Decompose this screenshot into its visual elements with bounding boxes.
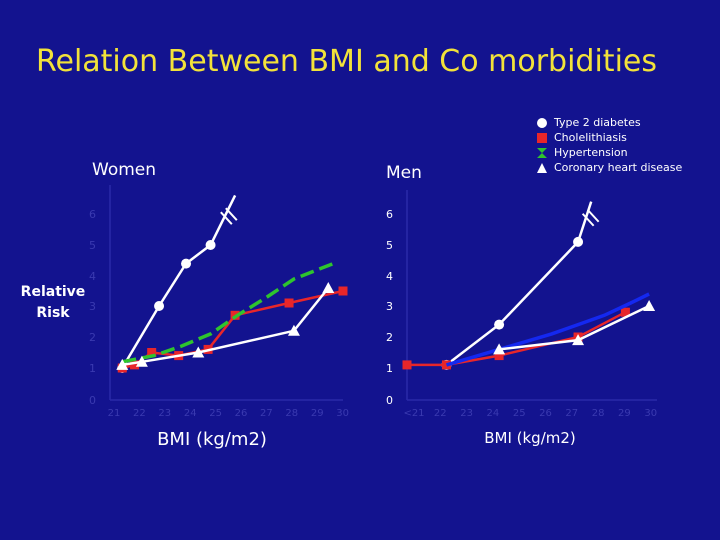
men-y-tick-label: 1 xyxy=(386,362,393,375)
women-data-point xyxy=(181,258,192,269)
women-series-type-2-diabetes xyxy=(117,194,237,373)
men-chart-title: Men xyxy=(386,163,422,183)
men-x-tick-label: 29 xyxy=(618,408,631,419)
women-x-tick-label: 29 xyxy=(311,408,324,419)
men-y-tick-label: 6 xyxy=(386,208,393,221)
men-data-point xyxy=(572,334,585,346)
triangle-marker-icon xyxy=(537,162,547,173)
men-axis-break-stroke xyxy=(581,213,595,227)
women-x-tick-label: 30 xyxy=(336,408,349,419)
women-chart-title: Women xyxy=(92,160,156,180)
men-data-point xyxy=(620,307,630,317)
women-y-tick-label: 5 xyxy=(89,239,96,252)
men-data-point xyxy=(441,360,451,370)
women-y-tick-label: 1 xyxy=(89,362,96,375)
men-data-point xyxy=(494,351,504,361)
women-series-coronary-heart-disease xyxy=(116,282,335,370)
men-x-tick-label: 22 xyxy=(434,408,447,419)
women-data-point xyxy=(322,282,335,293)
page-title: Relation Between BMI and Co morbidities xyxy=(36,44,657,79)
men-x-tick-label: 30 xyxy=(644,408,657,419)
men-series-coronary-heart-disease xyxy=(493,300,656,355)
women-data-point xyxy=(284,298,294,308)
men-x-tick-label: 24 xyxy=(487,408,500,419)
men-x-tick-label: 26 xyxy=(539,408,552,419)
men-x-tick-label: 23 xyxy=(460,408,473,419)
women-data-point xyxy=(147,348,157,357)
women-series-hypertension xyxy=(121,261,334,364)
women-axis-break-stroke xyxy=(220,211,233,225)
women-x-tick-label: 28 xyxy=(285,408,298,419)
women-data-point xyxy=(192,346,205,358)
men-x-tick-label: 25 xyxy=(513,408,526,419)
men-y-tick-label: 5 xyxy=(386,239,393,252)
women-data-point xyxy=(205,240,216,250)
women-axis-break-stroke xyxy=(225,207,238,221)
legend-item-type2-diabetes: Type 2 diabetes xyxy=(536,115,682,130)
women-axis-break-marker xyxy=(220,207,238,225)
women-y-tick-label: 6 xyxy=(89,208,96,221)
women-data-point xyxy=(338,286,348,296)
women-x-tick-label: 27 xyxy=(260,408,273,419)
men-y-tick-label: 3 xyxy=(386,300,393,313)
y-axis-label-relative: Relative xyxy=(20,284,86,300)
women-data-point xyxy=(135,355,148,367)
legend-label: Hypertension xyxy=(554,146,628,159)
men-series-hypertension xyxy=(446,292,650,367)
men-data-point xyxy=(493,343,506,355)
women-x-tick-label: 24 xyxy=(184,408,197,419)
men-data-point xyxy=(643,300,656,311)
women-series-line xyxy=(121,261,334,364)
legend-label: Type 2 diabetes xyxy=(554,116,641,129)
men-y-tick-label: 2 xyxy=(386,331,393,344)
men-data-point xyxy=(402,360,412,370)
men-x-tick-label: <21 xyxy=(403,408,424,419)
men-y-tick-label: 4 xyxy=(386,270,393,283)
men-axis-break-marker xyxy=(581,209,600,227)
men-x-axis-label: BMI (kg/m2) xyxy=(484,429,576,447)
women-data-point xyxy=(116,358,129,370)
women-y-tick-label: 0 xyxy=(89,394,96,407)
legend-item-coronary-heart-disease: Coronary heart disease xyxy=(536,160,682,175)
women-y-tick-label: 4 xyxy=(89,270,96,283)
women-x-tick-label: 25 xyxy=(209,408,222,419)
women-x-tick-label: 26 xyxy=(235,408,248,419)
women-series-line xyxy=(121,194,237,369)
circle-marker-icon xyxy=(537,117,547,128)
hourglass-marker-icon xyxy=(537,147,547,158)
women-y-tick-label: 2 xyxy=(89,331,96,344)
square-marker-icon xyxy=(537,132,547,143)
men-data-point xyxy=(573,236,584,247)
y-axis-label-risk: Risk xyxy=(36,305,70,321)
women-x-tick-label: 21 xyxy=(108,408,121,419)
men-series-line xyxy=(446,292,650,367)
men-series-line xyxy=(445,201,593,366)
women-data-point xyxy=(287,324,300,336)
men-x-tick-label: 28 xyxy=(592,408,605,419)
men-data-point xyxy=(494,319,505,330)
legend: Type 2 diabetes Cholelithiasis Hypertens… xyxy=(536,115,682,175)
women-x-tick-label: 23 xyxy=(158,408,171,419)
men-y-tick-label: 0 xyxy=(386,394,393,407)
men-x-tick-label: 27 xyxy=(565,408,578,419)
legend-label: Coronary heart disease xyxy=(554,161,683,174)
legend-item-hypertension: Hypertension xyxy=(536,145,682,160)
women-data-point xyxy=(130,360,140,370)
women-x-tick-label: 22 xyxy=(133,408,146,419)
legend-item-cholelithiasis: Cholelithiasis xyxy=(536,130,682,145)
legend-label: Cholelithiasis xyxy=(554,131,627,144)
men-axis-break-stroke xyxy=(586,209,600,223)
women-x-axis-label: BMI (kg/m2) xyxy=(157,429,267,450)
women-y-tick-label: 3 xyxy=(89,300,96,313)
women-data-point xyxy=(154,301,165,311)
